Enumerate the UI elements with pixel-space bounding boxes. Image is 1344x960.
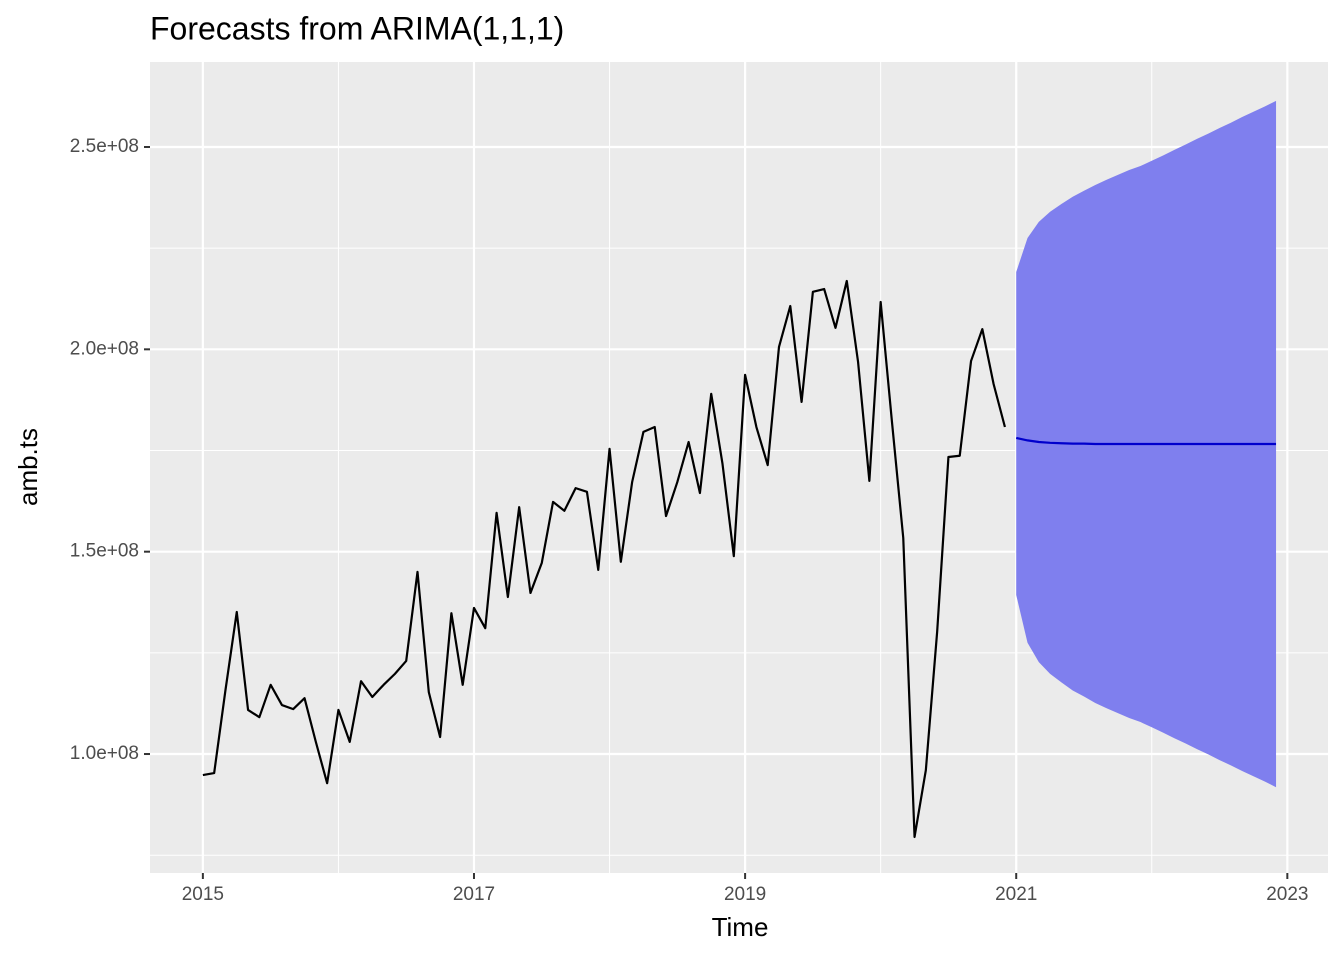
x-tick-label: 2021 [995,884,1037,905]
x-tick-label: 2023 [1266,884,1308,905]
y-axis-label: amb.ts [13,428,43,506]
y-tick-label: 1.5e+08 [70,541,139,562]
x-tick-label: 2015 [182,884,224,905]
y-tick-label: 1.0e+08 [70,743,139,764]
chart-title: Forecasts from ARIMA(1,1,1) [150,10,564,46]
y-tick-label: 2.0e+08 [70,338,139,359]
forecast-mean [1015,436,1277,446]
axes: 1.0e+08 1.5e+08 2.0e+08 2.5e+08 2015 2017 2019… [70,136,1309,905]
x-tick-label: 2019 [724,884,766,905]
series-line [202,279,1006,839]
x-tick-label: 2017 [453,884,495,905]
x-axis-label: Time [712,912,769,942]
y-tick-label: 2.5e+08 [70,136,139,157]
marks [202,100,1277,839]
